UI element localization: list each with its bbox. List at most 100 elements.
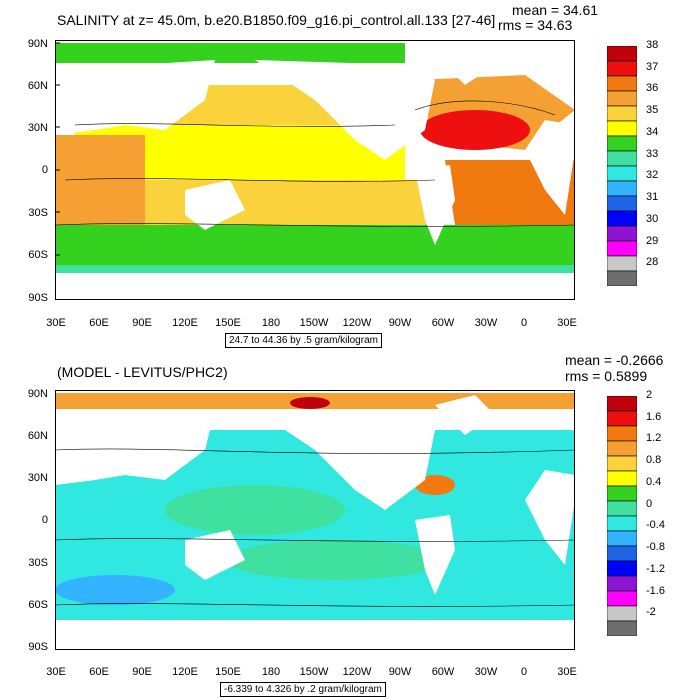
colorbar-label: 32 [646,169,659,182]
p2-xtick-180: 180 [261,666,281,678]
colorbar-label: 0 [646,497,653,510]
colorbar-swatch [607,150,637,167]
colorbar-swatch [607,255,637,272]
p2-ocean-south-cooler [55,575,175,605]
p1-xtick-90e: 90E [132,317,152,329]
p1-max-n-atlantic [420,110,530,150]
p1-ytick-0: 0 [41,164,48,176]
p1-ytick-30s: 30S [28,207,48,219]
colorbar-label: -1.6 [646,584,665,597]
p1-xtick-30e-end: 30E [557,317,577,329]
p2-contour-2 [55,538,575,542]
colorbar-label: 37 [646,60,659,73]
p2-max-arctic [290,397,330,409]
colorbar-swatch [607,180,637,197]
p2-land-n-america [255,410,435,510]
colorbar-swatch [607,620,637,636]
colorbar-swatch [607,210,637,227]
colorbar-label: -1.2 [646,562,665,575]
panel2-title: (MODEL - LEVITUS/PHC2) [57,364,228,380]
colorbar-swatch [607,530,637,547]
colorbar-swatch [607,590,637,607]
colorbar-swatch [607,60,637,77]
colorbar-label: 36 [646,82,659,95]
colorbar-label: -2 [646,606,656,619]
panel2-rms: rms = 0.5899 [565,368,648,384]
p2-contour-3 [55,603,575,607]
p2-xtick-0: 0 [520,666,528,678]
colorbar-swatch [607,500,637,517]
p1-ytick-90s: 90S [28,292,48,304]
p2-xtick-150e: 150E [215,666,241,678]
p1-subtitle: 24.7 to 44.36 by .5 gram/kilogram [225,333,382,348]
colorbar-swatch [607,270,637,286]
panel1-map [55,40,575,300]
colorbar-label: 29 [646,234,659,247]
p2-land-antarctica [55,623,575,650]
colorbar-swatch [607,515,637,532]
p1-xtick-150w: 150W [299,317,329,329]
p2-land-australia [185,530,245,580]
colorbar-swatch [607,90,637,107]
p2-xtick-90e: 90E [132,666,152,678]
p2-ytick-30n: 30N [27,472,48,484]
p2-xtick-120e: 120E [172,666,198,678]
p2-ytick-60s: 60S [28,599,48,611]
p2-ytick-90n: 90N [27,388,48,400]
p1-ytick-90n: 90N [27,38,48,50]
p1-ytick-60n: 60N [27,80,48,92]
p1-xtick-0: 0 [520,317,528,329]
p2-xtick-120w: 120W [342,666,372,678]
p2-contour-1 [55,448,575,454]
colorbar-swatch [607,470,637,487]
panel2-map [55,390,575,650]
colorbar-label: 2 [646,388,653,401]
p2-xtick-90w: 90W [388,666,412,678]
p1-ytick-30n: 30N [27,122,48,134]
colorbar-swatch [607,560,637,577]
p1-xtick-180: 180 [261,317,281,329]
colorbar-swatch [607,605,637,622]
colorbar-swatch [607,225,637,242]
colorbar-swatch [607,195,637,212]
colorbar-label: -0.4 [646,519,665,532]
p2-land-eurasia [55,410,215,485]
colorbar-swatch [607,545,637,562]
p1-land-n-america [255,60,435,160]
colorbar-label: 28 [646,256,659,269]
colorbar-label: 33 [646,147,659,160]
p2-ytick-90s: 90S [28,641,48,653]
p2-ocean-pac-patch2 [225,540,445,580]
p1-contour-3 [55,223,575,227]
p1-xtick-90w: 90W [388,317,412,329]
colorbar-label: 1.6 [646,410,662,423]
colorbar-label: 31 [646,191,659,203]
colorbar-swatch [607,455,637,472]
p2-ytick-30s: 30S [28,557,48,569]
p1-ytick-60s: 60S [28,249,48,261]
p1-xtick-150e: 150E [215,317,241,329]
p1-xtick-60e: 60E [89,317,109,329]
p1-land-greenland [435,45,495,85]
p1-contour-1 [74,123,396,127]
colorbar-swatch [607,396,637,412]
p1-colorbar [607,46,637,286]
colorbar-label: -0.8 [646,541,665,553]
p1-xtick-120e: 120E [172,317,198,329]
colorbar-swatch [607,575,637,592]
p2-xtick-30w: 30W [474,666,498,678]
colorbar-label: 34 [646,125,659,138]
panel1-mean: mean = 34.61 [512,2,599,18]
colorbar-label: 0.8 [646,454,662,466]
colorbar-label: 30 [646,212,659,225]
panel2-mean: mean = -0.2666 [565,352,664,368]
p1-land-africa [525,120,575,215]
p1-ocean-southern-fringe [55,265,575,273]
colorbar-swatch [607,105,637,122]
colorbar-label: 0.4 [646,475,662,488]
p2-subtitle: -6.339 to 4.326 by .2 gram/kilogram [220,682,386,697]
p1-ocean-southern [55,225,575,270]
colorbar-swatch [607,240,637,257]
p2-ytick-0: 0 [41,514,48,526]
colorbar-swatch [607,425,637,442]
